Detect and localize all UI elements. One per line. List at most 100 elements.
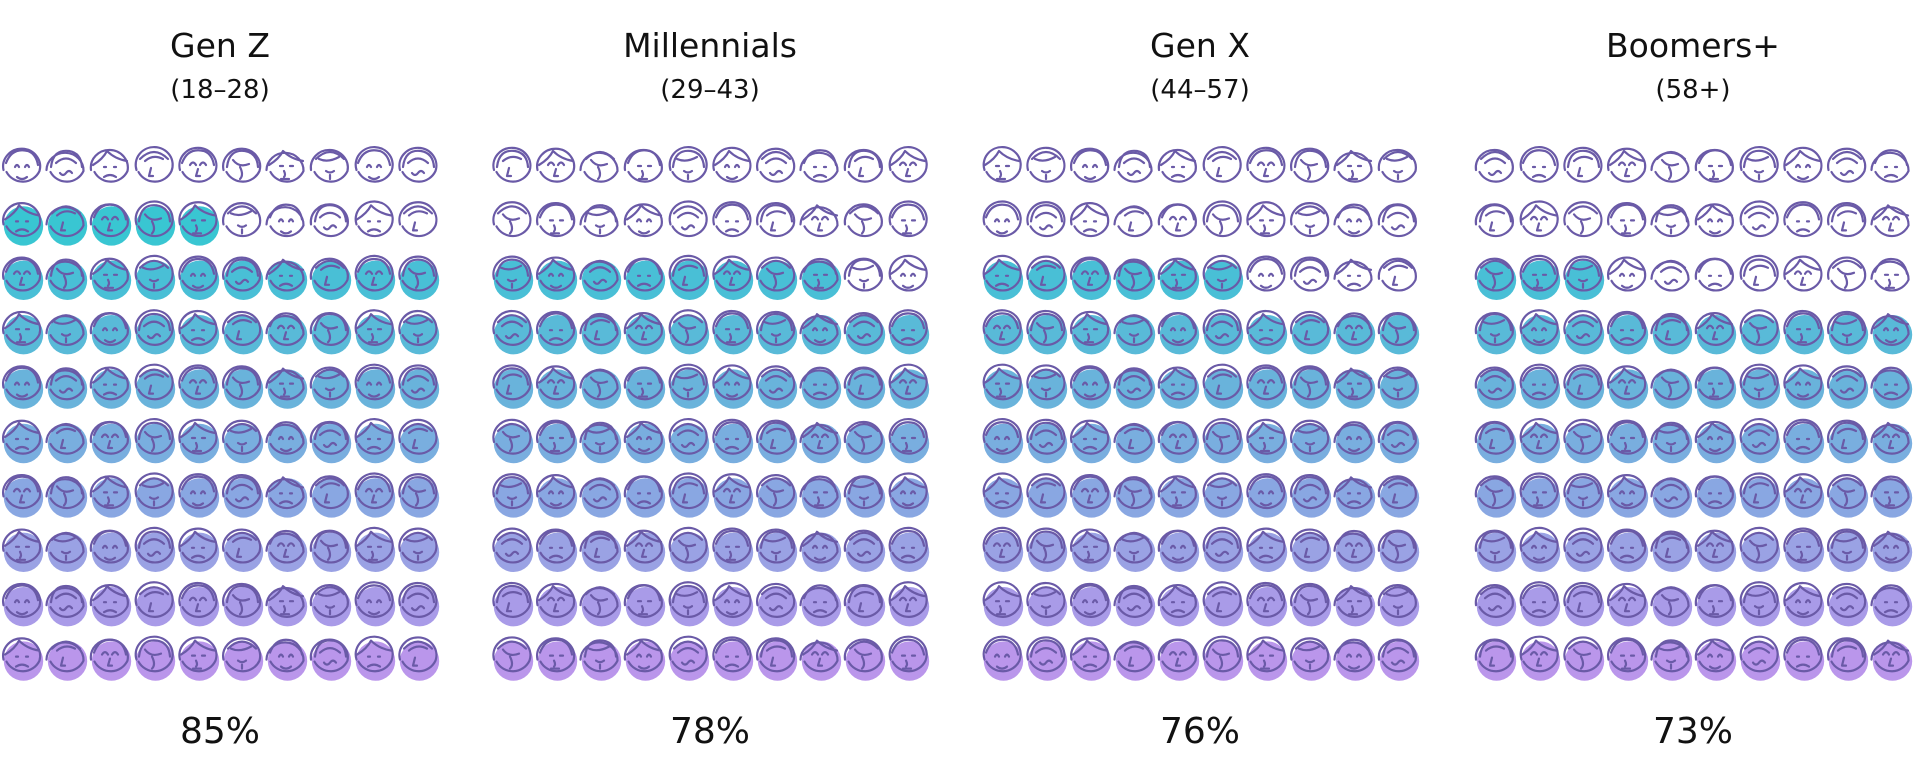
person-icon-filled (1157, 312, 1200, 355)
person-icon-empty (1870, 149, 1910, 183)
pictogram-grid (2, 145, 440, 681)
person-icon-filled (1202, 472, 1244, 518)
person-icon-filled (178, 255, 220, 300)
person-icon-empty (2, 147, 42, 183)
person-icon-filled (1607, 474, 1649, 518)
person-icon-filled (492, 636, 534, 681)
person-icon-empty (1694, 148, 1734, 183)
person-icon-filled (354, 309, 396, 355)
person-icon-empty (1474, 148, 1514, 183)
person-icon-empty (1246, 255, 1286, 292)
person-icon-filled (1474, 529, 1517, 572)
person-icon-empty (89, 148, 129, 183)
person-icon-filled (536, 310, 578, 355)
person-icon-filled (982, 635, 1024, 681)
person-icon-filled (354, 363, 396, 409)
person-icon-empty (843, 257, 883, 292)
person-icon-filled (1694, 420, 1737, 464)
person-icon-empty (1607, 256, 1647, 292)
person-icon-filled (888, 526, 930, 572)
person-icon-filled (1157, 257, 1200, 300)
person-icon-empty (222, 202, 262, 238)
person-icon-empty (1333, 258, 1373, 292)
panel-subtitle: (29–43) (660, 75, 760, 105)
panel-subtitle: (18–28) (170, 75, 270, 105)
person-icon-filled (1650, 586, 1693, 627)
person-icon-filled (1563, 364, 1605, 409)
person-icon-filled (2, 474, 44, 518)
person-icon-filled (888, 472, 930, 518)
person-icon-filled (398, 418, 440, 464)
person-icon-filled (1202, 254, 1244, 300)
person-icon-filled (712, 527, 754, 572)
person-icon-filled (888, 417, 930, 464)
person-icon-filled (1333, 421, 1376, 464)
person-icon-filled (1202, 417, 1244, 464)
person-icon-filled (536, 365, 578, 409)
person-icon-filled (309, 475, 352, 518)
person-icon-filled (1202, 526, 1244, 572)
person-icon-empty (1026, 146, 1066, 183)
person-icon-filled (756, 637, 798, 681)
person-icon-empty (1113, 149, 1153, 183)
person-icon-filled (1474, 475, 1517, 518)
person-icon-filled (1519, 472, 1561, 518)
chart-panel-millennials: Millennials (29–43) 78% (490, 0, 930, 766)
person-icon-empty (1563, 201, 1603, 238)
person-icon-filled (1290, 528, 1332, 572)
person-icon-empty (1650, 204, 1690, 238)
person-icon-filled (492, 418, 534, 464)
person-icon-filled (1519, 581, 1561, 627)
person-icon-filled (134, 526, 176, 572)
person-icon-filled (982, 526, 1024, 572)
person-icon-filled (1070, 528, 1112, 572)
person-icon-filled (579, 477, 622, 518)
person-icon-filled (1026, 636, 1068, 681)
person-icon-filled (1157, 366, 1200, 409)
person-icon-filled (1650, 530, 1693, 572)
person-icon-empty (712, 201, 752, 238)
person-icon-empty (1870, 204, 1910, 238)
person-icon-filled (1070, 474, 1112, 518)
person-icon-filled (1377, 584, 1420, 627)
person-icon-filled (1333, 312, 1376, 355)
person-icon-filled (1113, 584, 1156, 627)
person-icon-filled (134, 472, 176, 518)
panel-title: Gen Z (170, 26, 270, 65)
person-icon-filled (265, 258, 308, 300)
person-icon-filled (134, 200, 176, 246)
person-icon-filled (623, 312, 666, 355)
person-icon-filled (178, 418, 220, 464)
person-icon-empty (265, 203, 305, 238)
pictogram-grid (982, 145, 1420, 681)
person-icon-filled (45, 531, 88, 572)
person-icon-empty (1246, 146, 1286, 183)
person-icon-empty (1202, 145, 1242, 183)
person-icon-filled (579, 312, 622, 355)
person-icon-filled (1563, 418, 1605, 464)
person-icon-empty (1650, 259, 1690, 292)
person-icon-filled (668, 635, 710, 681)
person-icon-filled (536, 637, 578, 681)
person-icon-filled (492, 309, 534, 355)
person-icon-filled (1333, 529, 1376, 572)
person-icon-filled (2, 637, 44, 681)
person-icon-filled (712, 636, 754, 681)
person-icon-filled (1070, 637, 1112, 681)
person-icon-filled (89, 420, 132, 464)
person-icon-filled (1607, 528, 1649, 572)
person-icon-empty (354, 200, 394, 238)
person-icon-filled (623, 257, 666, 300)
person-icon-filled (982, 581, 1024, 627)
person-icon-filled (668, 417, 710, 464)
person-icon-filled (982, 363, 1024, 409)
person-icon-filled (1333, 476, 1376, 518)
person-icon-filled (1563, 255, 1605, 300)
person-icon-empty (309, 203, 349, 238)
person-icon-filled (1157, 584, 1200, 627)
person-icon-filled (1157, 529, 1200, 572)
person-icon-filled (1827, 637, 1869, 681)
person-icon-filled (2, 365, 44, 409)
person-icon-filled (178, 473, 220, 518)
person-icon-filled (712, 418, 754, 464)
